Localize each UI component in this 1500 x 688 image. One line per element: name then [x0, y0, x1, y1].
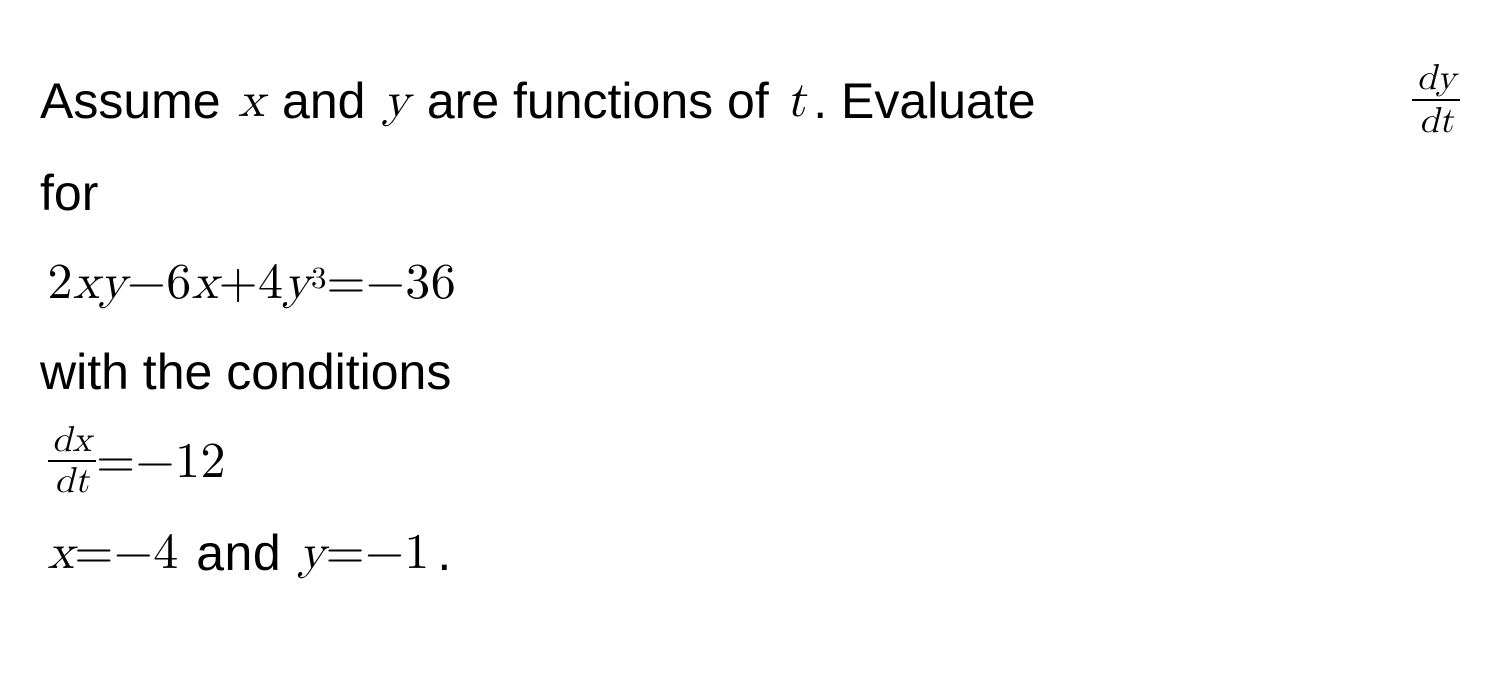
eq-plus: +: [219, 245, 258, 323]
text-assume: Assume: [40, 63, 221, 141]
eq-coef-4: 4: [258, 245, 284, 323]
text-are-functions-of: are functions of: [427, 63, 769, 141]
fraction-dx-dt: dx dt: [48, 422, 97, 501]
cond2-y: y: [299, 515, 326, 593]
text-evaluate: . Evaluate: [813, 63, 1035, 141]
line-2: for: [40, 155, 1460, 233]
math-problem-page: Assume x and y are functions of t . Eval…: [0, 0, 1500, 644]
var-y: y: [383, 63, 409, 141]
eq-exp-3: 3: [311, 256, 327, 304]
dx-den-d: d: [54, 463, 75, 499]
dy-den-d: d: [1419, 103, 1439, 139]
eq-rhs: −36: [366, 245, 456, 323]
eq-y2: y: [284, 245, 311, 323]
dy-num-d: d: [1417, 60, 1437, 96]
dx-num-d: d: [52, 422, 73, 458]
text-for: for: [40, 155, 98, 233]
cond2-and: and: [196, 515, 281, 593]
cond2-period: .: [437, 515, 451, 593]
eq-equals: =: [326, 245, 365, 323]
eq-y1: y: [100, 245, 127, 323]
condition-dxdt: dx dt = −12: [40, 424, 1460, 503]
var-x: x: [238, 63, 264, 141]
equation-line: 2xy − 6x + 4y3 = −36: [40, 245, 1460, 323]
line-4: with the conditions: [40, 334, 1460, 412]
line-1: Assume x and y are functions of t . Eval…: [40, 60, 1460, 143]
eq-coef-6: 6: [166, 245, 192, 323]
dx-den-t: t: [75, 463, 90, 499]
eq-x2: x: [192, 245, 219, 323]
cond1-equals: =: [96, 424, 135, 502]
text-and: and: [282, 63, 365, 141]
eq-coef-2: 2: [48, 245, 74, 323]
dy-num-y: y: [1437, 60, 1456, 96]
cond2-eq2: =: [326, 515, 365, 593]
cond2-xval: −4: [114, 515, 179, 593]
dy-den-t: t: [1439, 103, 1453, 139]
condition-xy-values: x = −4 and y = −1 .: [40, 515, 1460, 593]
var-t: t: [786, 63, 805, 141]
cond1-value: −12: [136, 424, 226, 502]
eq-x1: x: [73, 245, 100, 323]
dx-num-x: x: [72, 422, 92, 458]
cond2-yval: −1: [365, 515, 430, 593]
cond2-x: x: [48, 515, 75, 593]
text-conditions: with the conditions: [40, 334, 451, 412]
eq-minus: −: [127, 245, 166, 323]
cond2-eq1: =: [74, 515, 113, 593]
fraction-dy-dt: dy dt: [1412, 58, 1460, 141]
